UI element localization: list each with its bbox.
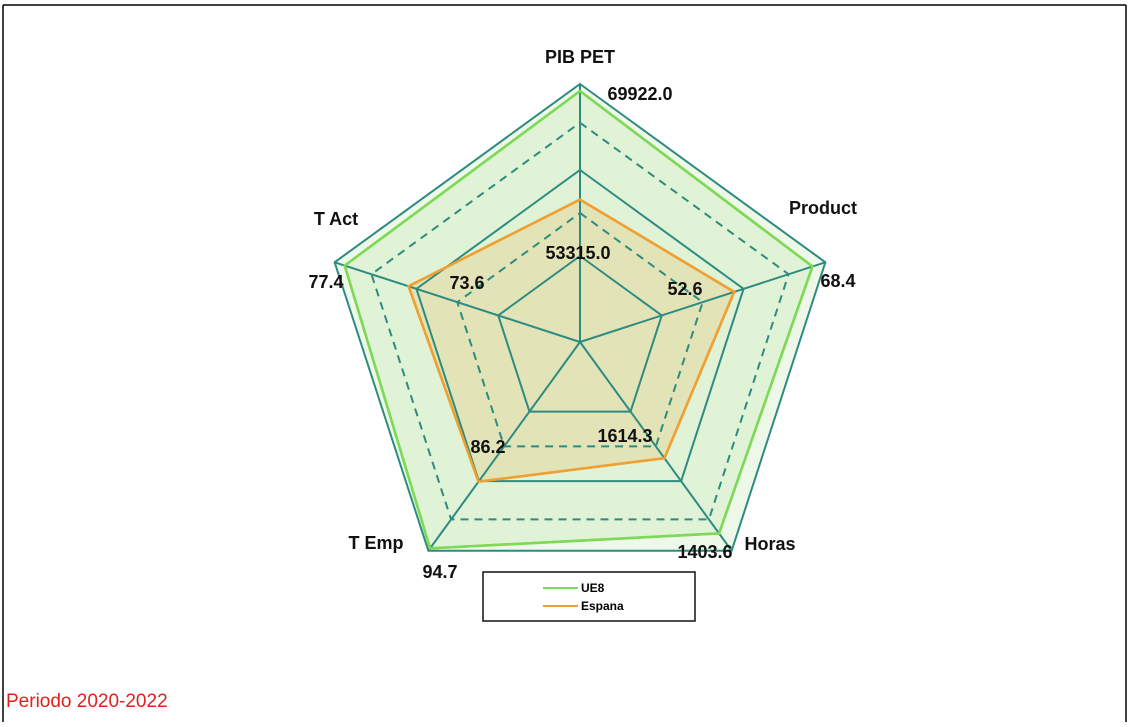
value-label: 73.6 bbox=[449, 273, 484, 293]
legend-label: Espana bbox=[581, 599, 624, 613]
grid-ring bbox=[456, 211, 704, 448]
spoke bbox=[579, 261, 826, 343]
value-label: 52.6 bbox=[667, 279, 702, 299]
grid-ring bbox=[497, 254, 663, 413]
grid-ring bbox=[333, 82, 827, 552]
series-line bbox=[343, 89, 814, 550]
value-label: 86.2 bbox=[470, 437, 505, 457]
axis-label: T Emp bbox=[348, 533, 403, 553]
series-line bbox=[407, 198, 736, 484]
value-label: 1614.3 bbox=[597, 426, 652, 446]
legend-box bbox=[482, 571, 696, 622]
axis-label: T Act bbox=[314, 209, 358, 229]
spoke bbox=[334, 261, 581, 343]
value-label: 69922.0 bbox=[607, 84, 672, 104]
spoke bbox=[579, 341, 733, 552]
grid-ring bbox=[370, 121, 790, 521]
axis-label: PIB PET bbox=[545, 47, 615, 67]
axis-label: Product bbox=[789, 198, 857, 218]
value-label: 77.4 bbox=[308, 272, 343, 292]
value-label: 1403.6 bbox=[677, 542, 732, 562]
value-label: 68.4 bbox=[820, 271, 855, 291]
footer: Periodo 2020-2022 bbox=[6, 691, 168, 712]
legend-label: UE8 bbox=[581, 581, 605, 595]
axis-label: Horas bbox=[744, 534, 795, 554]
value-label: 53315.0 bbox=[545, 243, 610, 263]
chart: PIB PET Product Horas T Emp T Act 69922.0 68.4… bbox=[308, 47, 857, 622]
spoke bbox=[427, 341, 581, 552]
value-label: 94.7 bbox=[422, 562, 457, 582]
